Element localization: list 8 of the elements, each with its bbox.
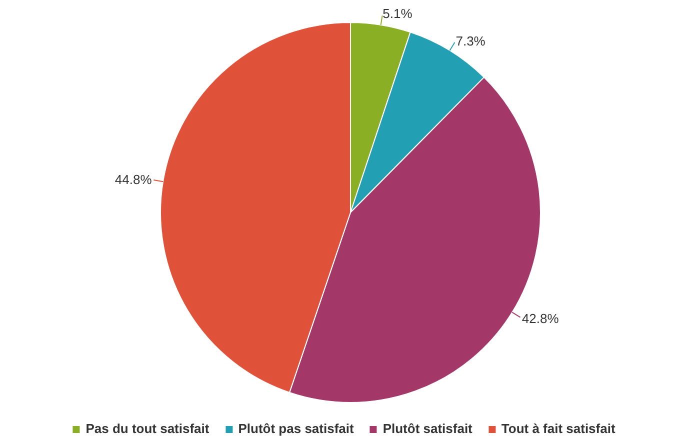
legend-label: Plutôt satisfait <box>382 421 472 436</box>
data-label: 42.8% <box>522 310 560 326</box>
legend-label: Plutôt pas satisfait <box>238 421 354 436</box>
data-label: 44.8% <box>114 172 152 188</box>
legend-label: Pas du tout satisfait <box>86 421 210 436</box>
legend-label: Tout à fait satisfait <box>501 421 616 436</box>
data-label: 7.3% <box>456 33 486 48</box>
data-label: 5.1% <box>382 6 413 22</box>
